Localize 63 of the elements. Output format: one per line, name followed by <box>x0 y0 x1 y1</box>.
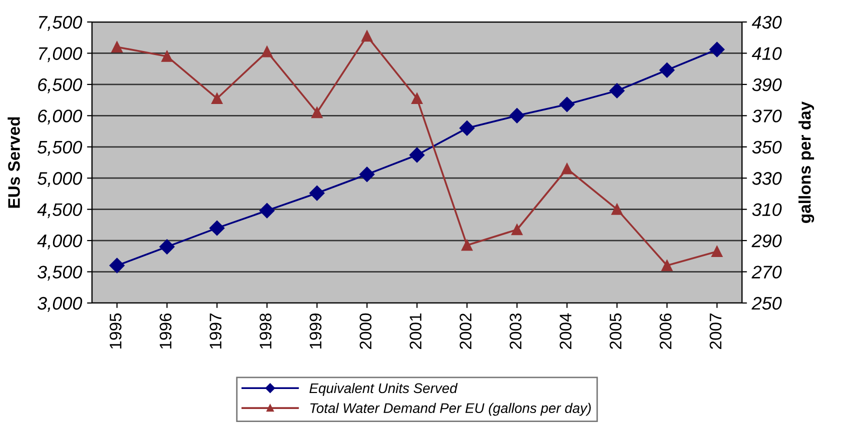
point <box>161 50 173 62</box>
point <box>409 147 425 163</box>
y2-tick-label: 290 <box>752 234 782 248</box>
point <box>709 42 725 58</box>
y-tick-label: 4,000 <box>37 234 82 250</box>
x-tick-label: 2000 <box>360 313 372 349</box>
point <box>359 166 375 182</box>
x-tick-label: 1997 <box>210 314 222 349</box>
legend-label: Total Water Demand Per EU (gallons per day) <box>310 402 591 416</box>
point <box>361 30 373 42</box>
point <box>609 83 625 98</box>
y-tick-label: 6,500 <box>38 78 82 94</box>
y2-tick-label: 310 <box>752 203 782 216</box>
y-tick-label: 7,500 <box>38 16 82 31</box>
y-tick-label: 5,000 <box>38 172 82 187</box>
x-tick-label: 2005 <box>610 313 622 349</box>
x-tick-label: 2002 <box>460 314 472 349</box>
y2-tick-label: 390 <box>752 78 782 92</box>
point <box>559 96 575 112</box>
y2-tick-label: 370 <box>752 110 782 122</box>
point <box>461 240 473 251</box>
point <box>109 258 125 274</box>
point <box>411 92 423 104</box>
x-tick-label: 1995 <box>110 313 122 349</box>
point <box>259 203 275 218</box>
y-tick-label: 6,000 <box>38 110 82 125</box>
legend-label: Equivalent Units Served <box>309 382 458 396</box>
point <box>311 106 323 118</box>
x-tick-label: 2006 <box>660 313 672 349</box>
y-axis-title: EUs Served <box>8 117 20 208</box>
point <box>561 163 573 174</box>
point <box>611 204 623 215</box>
point <box>209 220 225 236</box>
point <box>159 239 175 254</box>
y-tick-label: 3,000 <box>38 296 82 312</box>
point <box>309 186 325 201</box>
x-tick-label: 2001 <box>410 314 422 349</box>
y2-tick-label: 410 <box>752 47 782 60</box>
y-tick-label: 5,500 <box>38 140 82 156</box>
point <box>459 120 475 136</box>
y-tick-label: 4,500 <box>37 203 82 218</box>
x-tick-label: 2004 <box>560 313 572 349</box>
y-tick-label: 7,000 <box>38 47 82 62</box>
x-tick-label: 1996 <box>160 313 172 349</box>
point <box>211 92 223 104</box>
point <box>659 62 675 78</box>
y2-tick-label: 250 <box>752 296 782 310</box>
x-tick-label: 2003 <box>510 313 522 349</box>
point <box>711 246 723 258</box>
x-tick-label: 1999 <box>310 314 322 349</box>
x-tick-label: 1998 <box>260 313 272 349</box>
y2-tick-label: 270 <box>752 266 782 278</box>
point <box>511 224 523 236</box>
point <box>261 46 273 58</box>
y-tick-label: 3,500 <box>38 266 82 281</box>
point <box>661 260 673 272</box>
y2-tick-label: 350 <box>752 140 782 154</box>
point <box>111 41 123 53</box>
x-tick-label: 2007 <box>710 314 722 349</box>
y2-tick-label: 430 <box>752 16 782 29</box>
y2-axis-title: gallons per day <box>798 101 814 223</box>
y2-tick-label: 330 <box>752 172 782 185</box>
point <box>509 108 525 124</box>
